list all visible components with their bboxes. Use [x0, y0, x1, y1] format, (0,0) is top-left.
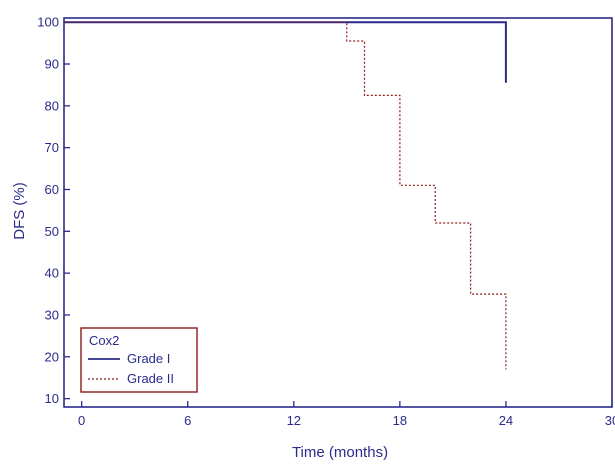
- x-tick-label: 12: [287, 413, 301, 428]
- series-line-grade-ii: [64, 21, 507, 370]
- x-tick-label: 30: [605, 413, 615, 428]
- series-layer: [64, 21, 507, 370]
- y-tick-label: 60: [45, 182, 59, 197]
- x-tick-label: 24: [499, 413, 513, 428]
- legend-box: [80, 327, 198, 393]
- legend-title: Cox2: [89, 333, 119, 348]
- x-tick-label: 6: [184, 413, 191, 428]
- y-tick-label: 50: [45, 224, 59, 239]
- x-axis-label: Time (months): [292, 444, 388, 461]
- legend: Cox2 Grade I Grade II: [80, 327, 198, 393]
- plot-frame: [63, 17, 613, 408]
- series-line-grade-i: [64, 21, 507, 83]
- y-tick-label: 30: [45, 307, 59, 322]
- x-tick-label: 18: [393, 413, 407, 428]
- y-tick-label: 70: [45, 140, 59, 155]
- legend-label-grade-i: Grade I: [127, 351, 170, 366]
- y-tick-label: 20: [45, 349, 59, 364]
- y-tick-label: 100: [37, 15, 59, 30]
- y-tick-label: 80: [45, 98, 59, 113]
- y-tick-label: 40: [45, 266, 59, 281]
- y-tick-label: 10: [45, 391, 59, 406]
- y-axis-label: DFS (%): [11, 182, 28, 240]
- y-tick-label: 90: [45, 57, 59, 72]
- tick-layer: 10 20 30 40 50 60 70 80 90 100 0 6 12 18 24 30: [37, 15, 615, 428]
- x-tick-label: 0: [78, 413, 85, 428]
- legend-label-grade-ii: Grade II: [127, 371, 174, 386]
